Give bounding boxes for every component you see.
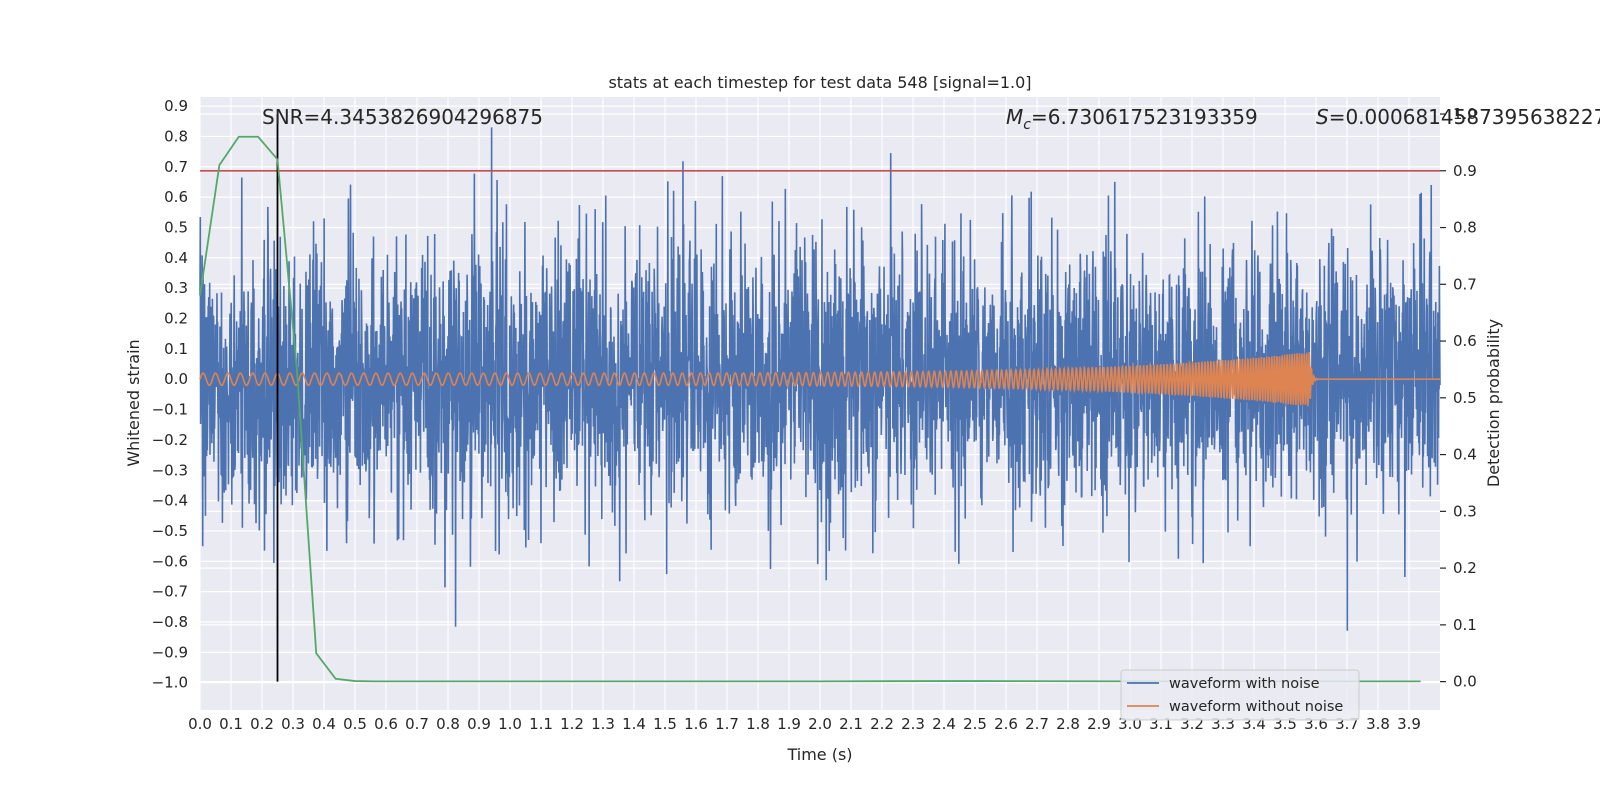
y-tick-label: 0.4: [164, 249, 188, 267]
y2-tick-label: 0.5: [1453, 389, 1477, 407]
legend-box: [1120, 669, 1360, 721]
y-tick-label: −0.6: [152, 552, 188, 570]
x-tick-label: 0.9: [467, 715, 491, 733]
x-tick-label: 2.8: [1056, 715, 1080, 733]
y2-tick-label: 0.7: [1453, 275, 1477, 293]
legend-label-waveform-without-noise: waveform without noise: [1169, 699, 1343, 715]
x-tick-label: 0.7: [405, 715, 429, 733]
x-tick-label: 0.8: [436, 715, 460, 733]
x-tick-label: 1.6: [684, 715, 708, 733]
x-tick-label: 1.5: [653, 715, 677, 733]
chirp-mass-annotation: Mc=6.730617523193359: [1006, 105, 1258, 133]
s-annotation: S=0.0006814587395638227: [1316, 105, 1600, 129]
y-tick-label: 0.9: [164, 97, 188, 115]
chirp-mass-symbol: M: [1006, 105, 1023, 129]
x-tick-label: 0.3: [281, 715, 305, 733]
y2-tick-label: 0.9: [1453, 162, 1477, 180]
chirp-mass-value: =6.730617523193359: [1031, 105, 1258, 129]
y-tick-label: −1.0: [152, 674, 188, 692]
y-tick-label: −0.1: [152, 401, 188, 419]
y2-tick-label: 0.3: [1453, 502, 1477, 520]
x-tick-label: 0.2: [250, 715, 274, 733]
y-tick-label: 0.3: [164, 279, 188, 297]
x-axis-label: Time (s): [786, 745, 852, 764]
x-tick-label: 1.3: [591, 715, 615, 733]
y2-axis-label: Detection probability: [1484, 319, 1503, 487]
s-value: =0.0006814587395638227: [1329, 105, 1600, 129]
x-tick-label: 2.4: [932, 715, 956, 733]
x-tick-label: 3.8: [1366, 715, 1390, 733]
y2-tick-label: 0.4: [1453, 446, 1477, 464]
y-tick-label: −0.2: [152, 431, 188, 449]
x-tick-label: 1.7: [715, 715, 739, 733]
y2-tick-label: 1.0: [1453, 105, 1477, 123]
y-tick-label: −0.4: [152, 492, 188, 510]
x-tick-label: 0.6: [374, 715, 398, 733]
y-tick-label: 0.6: [164, 188, 188, 206]
y2-axis-ticks: 1.0 0.9 0.8 0.7 0.6 0.5 0.4 0.3 0.2 0.1 0.0: [1440, 105, 1477, 691]
y-tick-label: −0.7: [152, 583, 188, 601]
snr-annotation: SNR=4.3453826904296875: [262, 105, 543, 129]
chirp-mass-subscript: c: [1023, 117, 1031, 133]
x-tick-label: 1.2: [560, 715, 584, 733]
series-line-detection-probability: [199, 135, 1421, 683]
s-symbol: S: [1316, 105, 1329, 129]
series-line-waveform-with-noise: [199, 127, 1441, 631]
y2-tick-label: 0.1: [1453, 616, 1477, 634]
y-tick-label: 0.8: [164, 127, 188, 145]
x-tick-label: 2.7: [1025, 715, 1049, 733]
x-tick-label: 1.0: [498, 715, 522, 733]
x-tick-label: 2.0: [808, 715, 832, 733]
y-tick-label: 0.2: [164, 310, 188, 328]
series-line-waveform-without-noise: [199, 351, 1440, 407]
y2-tick-label: 0.0: [1453, 673, 1477, 691]
x-tick-label: 1.1: [529, 715, 553, 733]
chart-title: stats at each timestep for test data 548…: [608, 73, 1031, 92]
x-tick-label: 1.4: [622, 715, 646, 733]
y-tick-label: −0.8: [152, 613, 188, 631]
y-tick-label: 0.5: [164, 218, 188, 236]
x-tick-label: 1.9: [777, 715, 801, 733]
y2-tick-label: 0.8: [1453, 219, 1477, 237]
x-tick-label: 2.6: [994, 715, 1018, 733]
y2-tick-label: 0.2: [1453, 559, 1477, 577]
x-tick-label: 2.2: [870, 715, 894, 733]
y-tick-label: 0.1: [164, 340, 188, 358]
y-tick-label: −0.3: [152, 461, 188, 479]
plot-area: [199, 114, 1441, 683]
y-axis-ticks: 0.9 0.8 0.7 0.6 0.5 0.4 0.3 0.2 0.1 0.0 −0.1 −0.2 −0…: [152, 97, 188, 692]
x-tick-label: 1.8: [746, 715, 770, 733]
y-axis-label: Whitened strain: [124, 339, 143, 466]
y-tick-label: 0.0: [164, 370, 188, 388]
y2-tick-label: 0.6: [1453, 332, 1477, 350]
x-tick-label: 2.3: [901, 715, 925, 733]
x-tick-label: 2.9: [1087, 715, 1111, 733]
x-tick-label: 0.0: [188, 715, 212, 733]
x-tick-label: 3.9: [1397, 715, 1421, 733]
x-tick-label: 0.1: [219, 715, 243, 733]
x-tick-label: 0.4: [312, 715, 336, 733]
y-tick-label: 0.7: [164, 158, 188, 176]
y-tick-label: −0.9: [152, 643, 188, 661]
y-tick-label: −0.5: [152, 522, 188, 540]
x-tick-label: 2.1: [839, 715, 863, 733]
legend-label-waveform-with-noise: waveform with noise: [1169, 676, 1320, 692]
x-tick-label: 0.5: [343, 715, 367, 733]
x-tick-label: 2.5: [963, 715, 987, 733]
legend: waveform with noise waveform without noi…: [1120, 669, 1360, 721]
